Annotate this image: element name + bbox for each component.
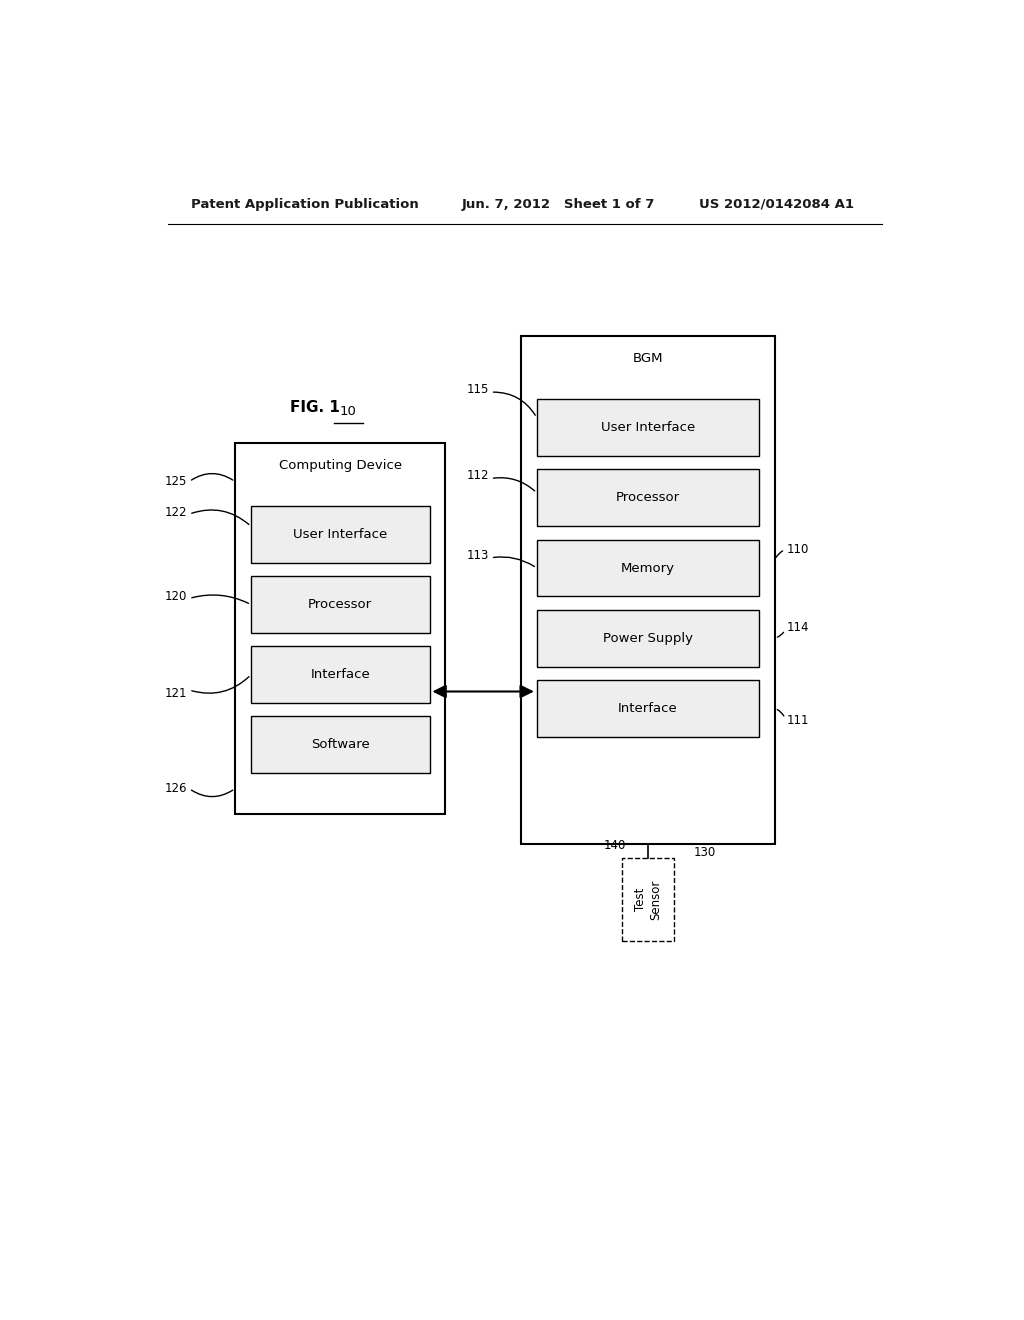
Bar bbox=[537, 680, 759, 737]
Bar bbox=[251, 647, 430, 704]
Text: BGM: BGM bbox=[633, 352, 664, 366]
Bar bbox=[537, 399, 759, 457]
Text: Jun. 7, 2012   Sheet 1 of 7: Jun. 7, 2012 Sheet 1 of 7 bbox=[461, 198, 654, 211]
Bar bbox=[537, 540, 759, 597]
Text: 122: 122 bbox=[165, 506, 187, 519]
Bar bbox=[521, 337, 775, 845]
Bar bbox=[537, 610, 759, 667]
Text: 125: 125 bbox=[165, 475, 187, 488]
Text: 114: 114 bbox=[786, 622, 809, 635]
Bar bbox=[251, 576, 430, 634]
Text: 112: 112 bbox=[467, 469, 489, 482]
Text: US 2012/0142084 A1: US 2012/0142084 A1 bbox=[699, 198, 854, 211]
Text: 113: 113 bbox=[467, 549, 489, 562]
Text: Interface: Interface bbox=[310, 668, 370, 681]
Text: 10: 10 bbox=[340, 405, 356, 417]
Text: Interface: Interface bbox=[617, 702, 678, 714]
Text: Processor: Processor bbox=[308, 598, 373, 611]
Text: User Interface: User Interface bbox=[293, 528, 387, 541]
Text: 111: 111 bbox=[786, 714, 809, 727]
Text: Computing Device: Computing Device bbox=[279, 459, 401, 471]
Text: Patent Application Publication: Patent Application Publication bbox=[191, 198, 419, 211]
Text: Test
Sensor: Test Sensor bbox=[634, 879, 662, 920]
Bar bbox=[236, 444, 445, 814]
Text: 110: 110 bbox=[786, 544, 809, 556]
Text: 130: 130 bbox=[693, 846, 716, 859]
Bar bbox=[537, 470, 759, 527]
Text: 126: 126 bbox=[165, 781, 187, 795]
Text: 140: 140 bbox=[604, 840, 627, 851]
Bar bbox=[251, 717, 430, 774]
Text: Power Supply: Power Supply bbox=[603, 632, 693, 644]
Text: Processor: Processor bbox=[615, 491, 680, 504]
Text: FIG. 1: FIG. 1 bbox=[290, 400, 339, 414]
Text: Software: Software bbox=[311, 738, 370, 751]
Text: User Interface: User Interface bbox=[601, 421, 695, 434]
Text: 120: 120 bbox=[165, 590, 187, 603]
Text: 121: 121 bbox=[165, 686, 187, 700]
Text: Memory: Memory bbox=[621, 561, 675, 574]
Bar bbox=[251, 506, 430, 562]
Text: 115: 115 bbox=[467, 383, 489, 396]
Bar bbox=[622, 858, 674, 941]
